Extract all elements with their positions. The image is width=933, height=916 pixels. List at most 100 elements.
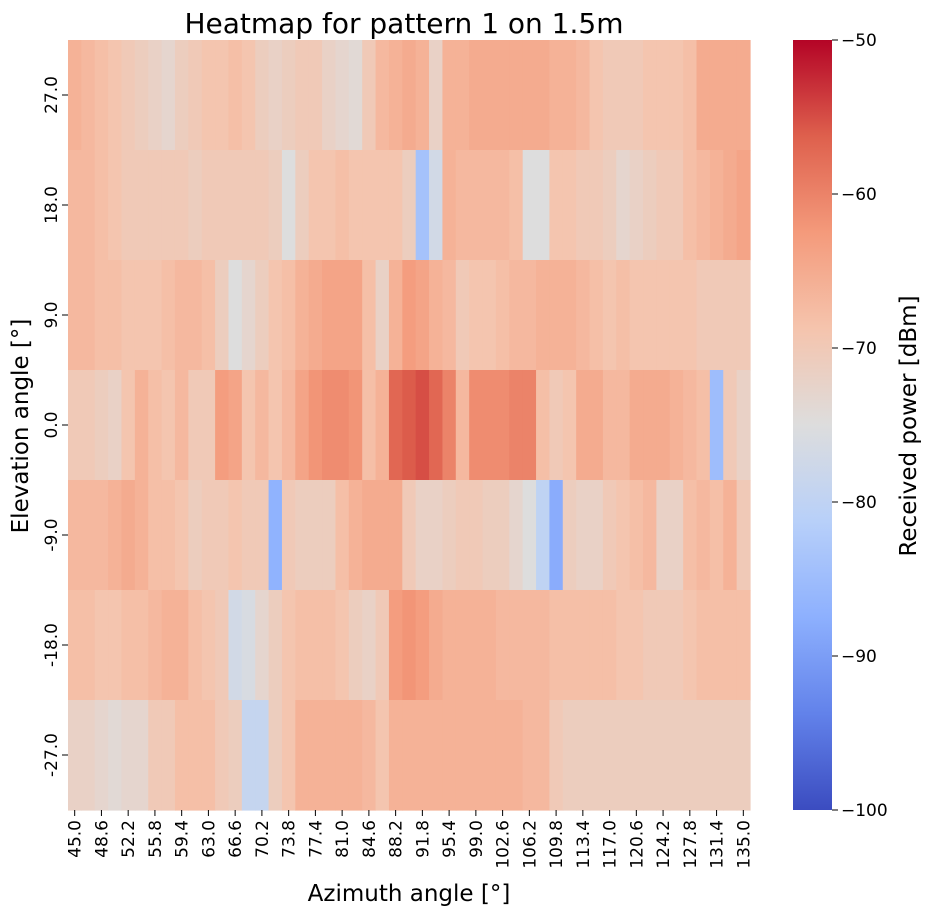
heatmap-cell — [281, 260, 296, 371]
heatmap-cell — [215, 150, 230, 261]
x-tick-label: 109.8 — [547, 820, 567, 869]
heatmap-cell — [188, 590, 203, 701]
heatmap-cell — [536, 370, 551, 481]
x-tick-label: 84.6 — [360, 820, 380, 858]
heatmap-cell — [121, 590, 136, 701]
heatmap-cell — [482, 260, 497, 371]
heatmap-cell — [215, 370, 230, 481]
heatmap-cell — [148, 480, 163, 591]
heatmap-cell — [522, 590, 537, 701]
heatmap-cell — [121, 260, 136, 371]
heatmap-cell — [696, 260, 711, 371]
heatmap-cell — [495, 150, 510, 261]
heatmap-cell — [94, 370, 109, 481]
x-axis-label: Azimuth angle [°] — [308, 881, 511, 907]
heatmap-cell — [362, 260, 377, 371]
heatmap-cell — [174, 150, 189, 261]
heatmap-cell — [375, 260, 390, 371]
heatmap-cell — [576, 40, 591, 151]
heatmap-cell — [455, 480, 470, 591]
heatmap-cell — [161, 480, 176, 591]
heatmap-cell — [215, 700, 230, 811]
heatmap-cell — [602, 150, 617, 261]
heatmap-cell — [94, 260, 109, 371]
heatmap-cell — [134, 260, 149, 371]
heatmap-cell — [709, 700, 724, 811]
heatmap-cell — [629, 150, 644, 261]
heatmap-cell — [201, 40, 216, 151]
heatmap-cell — [522, 260, 537, 371]
heatmap-cell — [576, 260, 591, 371]
heatmap-cell — [509, 480, 524, 591]
heatmap-cell — [536, 260, 551, 371]
heatmap-cell — [576, 150, 591, 261]
heatmap-cell — [656, 260, 671, 371]
heatmap-cell — [148, 150, 163, 261]
heatmap-cell — [576, 700, 591, 811]
heatmap-cell — [308, 700, 323, 811]
heatmap-cell — [268, 150, 283, 261]
heatmap-cell — [161, 370, 176, 481]
heatmap-cell — [241, 590, 256, 701]
heatmap-cell — [295, 260, 310, 371]
x-tick-label: 77.4 — [306, 820, 326, 858]
heatmap-cell — [161, 40, 176, 151]
heatmap-cell — [402, 40, 417, 151]
heatmap-cell — [375, 370, 390, 481]
heatmap-cell — [495, 260, 510, 371]
y-tick-label: -27.0 — [42, 733, 62, 777]
heatmap-cell — [241, 150, 256, 261]
heatmap-cell — [602, 700, 617, 811]
heatmap-cell — [161, 150, 176, 261]
heatmap-cell — [94, 480, 109, 591]
heatmap-cell — [736, 590, 751, 701]
colorbar-tick-label: −100 — [841, 801, 888, 821]
heatmap-cell — [68, 700, 82, 811]
x-tick-label: 66.6 — [226, 820, 246, 858]
heatmap-cell — [415, 260, 430, 371]
heatmap-cell — [68, 370, 82, 481]
heatmap-cell — [683, 260, 698, 371]
heatmap-cell — [255, 590, 270, 701]
heatmap-cell — [589, 700, 604, 811]
x-tick-label: 99.0 — [467, 820, 487, 858]
heatmap-cell — [335, 150, 350, 261]
heatmap-cell — [348, 700, 363, 811]
heatmap-cell — [215, 590, 230, 701]
heatmap-cell — [683, 590, 698, 701]
heatmap-cell — [629, 370, 644, 481]
heatmap-cell — [736, 150, 751, 261]
heatmap-cell — [643, 370, 657, 481]
heatmap-cell — [455, 700, 470, 811]
heatmap-cell — [255, 370, 270, 481]
heatmap-cell — [669, 150, 684, 261]
heatmap-cell — [241, 480, 256, 591]
heatmap-cell — [455, 260, 470, 371]
heatmap-cell — [536, 480, 551, 591]
heatmap-cell — [549, 40, 564, 151]
heatmap-cell — [215, 40, 230, 151]
heatmap-cells — [68, 40, 751, 811]
heatmap-cell — [375, 590, 390, 701]
y-tick-label: 9.0 — [42, 301, 62, 328]
heatmap-cell — [509, 260, 524, 371]
heatmap-cell — [295, 150, 310, 261]
heatmap-cell — [215, 260, 230, 371]
heatmap-cell — [709, 480, 724, 591]
heatmap-cell — [295, 370, 310, 481]
heatmap-cell — [174, 480, 189, 591]
colorbar-tick-label: −70 — [841, 339, 877, 359]
heatmap-cell — [469, 40, 484, 151]
heatmap-cell — [295, 480, 310, 591]
x-tick-label: 102.6 — [494, 820, 514, 869]
heatmap-cell — [616, 590, 631, 701]
heatmap-cell — [522, 480, 537, 591]
heatmap-cell — [322, 370, 337, 481]
heatmap-cell — [455, 370, 470, 481]
heatmap-cell — [709, 590, 724, 701]
heatmap-cell — [643, 700, 657, 811]
heatmap-cell — [134, 150, 149, 261]
heatmap-cell — [281, 40, 296, 151]
x-tick-label: 45.0 — [66, 820, 86, 858]
heatmap-cell — [362, 40, 377, 151]
